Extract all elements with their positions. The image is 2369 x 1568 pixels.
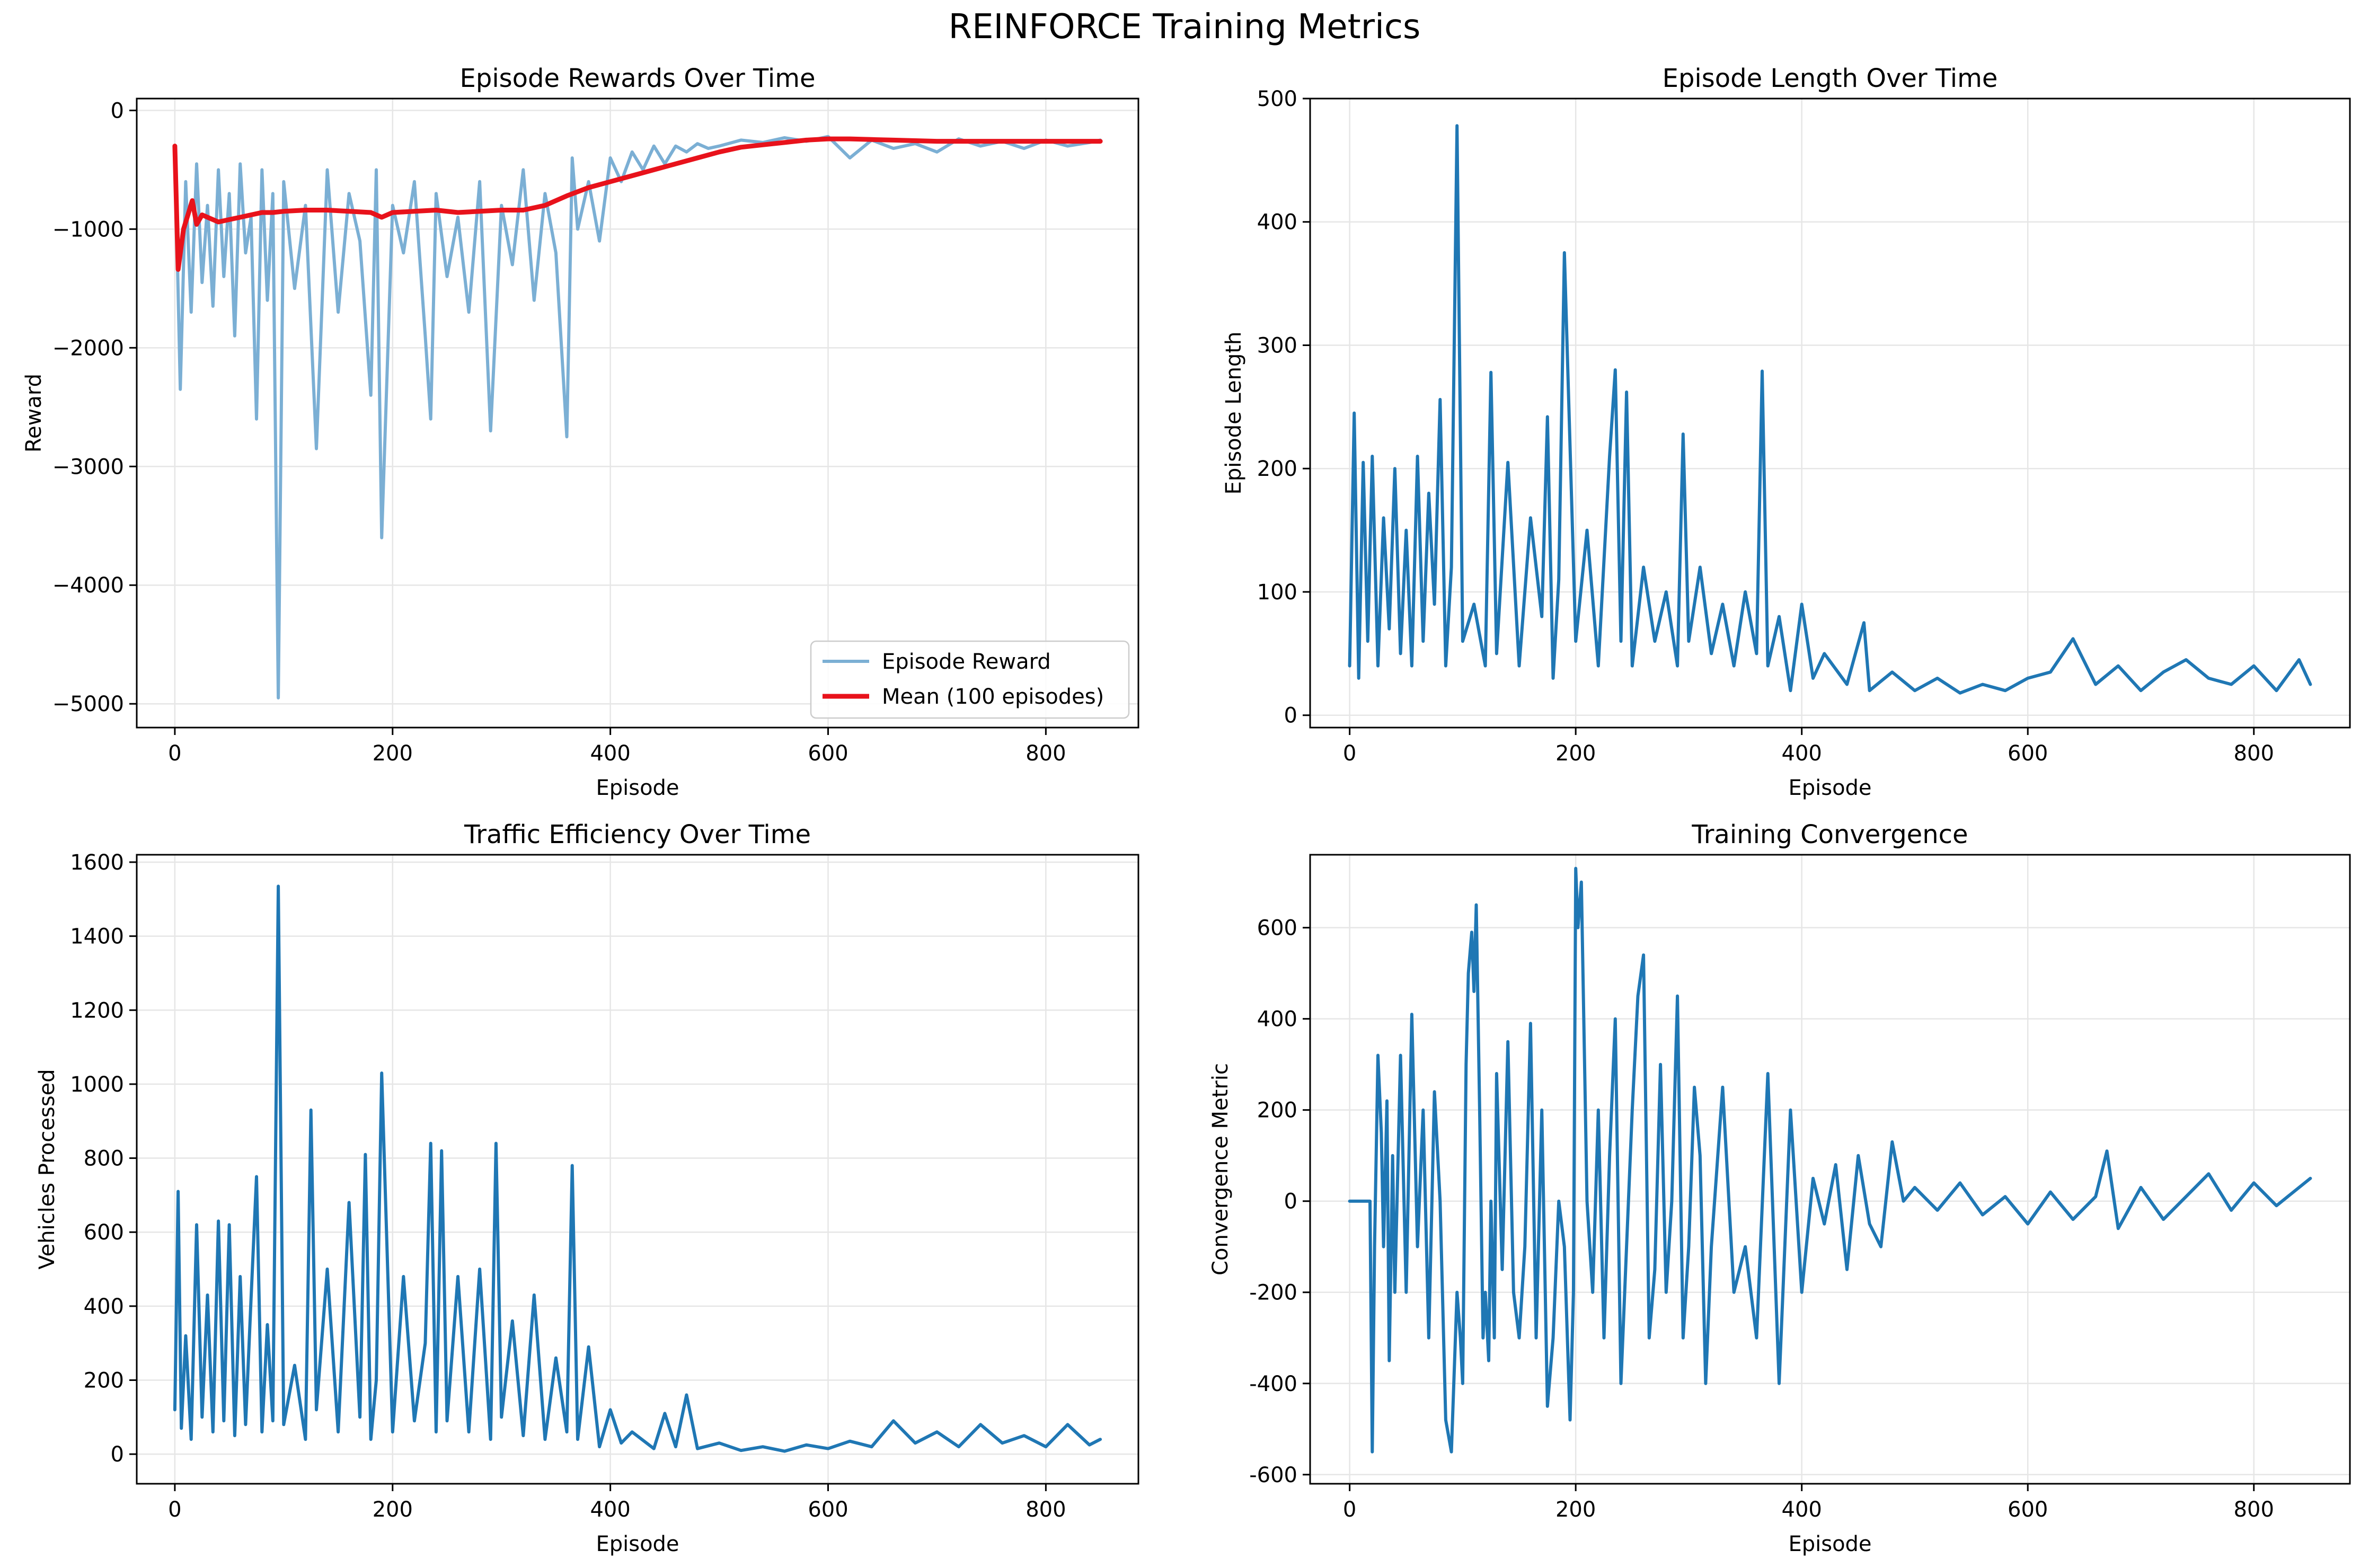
y-tick-label: 400 bbox=[1257, 210, 1297, 235]
y-tick-label: 400 bbox=[1257, 1007, 1297, 1032]
chart-panel-4: 0 200 400 600 800 -600 -400 -200 0 200 400 600 Train… bbox=[1208, 820, 2351, 1556]
y-tick-label: -600 bbox=[1249, 1463, 1297, 1487]
x-tick-label: 800 bbox=[2234, 1498, 2274, 1522]
chart-title: Episode Rewards Over Time bbox=[460, 64, 816, 93]
chart-title: Episode Length Over Time bbox=[1663, 64, 1998, 93]
x-axis-label: Episode bbox=[1788, 1532, 1871, 1556]
series-line-1 bbox=[1348, 866, 2312, 1454]
series-group bbox=[173, 884, 1102, 1453]
x-axis-label: Episode bbox=[596, 1532, 679, 1556]
x-tick-label: 600 bbox=[808, 741, 848, 766]
y-tick-label: 400 bbox=[84, 1295, 124, 1319]
legend-label-2: Mean (100 episodes) bbox=[882, 685, 1104, 709]
x-tick-label: 600 bbox=[808, 1498, 848, 1522]
x-tick-label: 0 bbox=[168, 741, 181, 766]
x-tick-label: 800 bbox=[2234, 741, 2274, 766]
chart-panel-2: 0 200 400 600 800 0 100 200 300 400 500 Episode Len… bbox=[1222, 64, 2351, 800]
x-tick-label: 200 bbox=[1555, 741, 1596, 766]
x-tick-label: 200 bbox=[1555, 1498, 1596, 1522]
figure-title: REINFORCE Training Metrics bbox=[948, 7, 1421, 47]
x-axis-label: Episode bbox=[1788, 776, 1871, 800]
series-group bbox=[1348, 866, 2312, 1454]
y-tick-label: 600 bbox=[1257, 916, 1297, 941]
x-tick-label: 0 bbox=[1343, 1498, 1356, 1522]
y-tick-label: 200 bbox=[1257, 457, 1297, 481]
y-tick-label: 0 bbox=[111, 99, 124, 123]
series-line-1 bbox=[1348, 124, 2312, 695]
x-tick-label: 200 bbox=[373, 741, 413, 766]
x-tick-label: 400 bbox=[1782, 741, 1822, 766]
legend: Episode Reward Mean (100 episodes) bbox=[810, 640, 1130, 719]
axes-frame bbox=[1309, 98, 2351, 729]
axes-frame bbox=[136, 854, 1139, 1485]
x-tick-label: 400 bbox=[590, 1498, 630, 1522]
y-tick-label: -400 bbox=[1249, 1372, 1297, 1396]
y-tick-label: 800 bbox=[84, 1147, 124, 1171]
axes-frame bbox=[1309, 854, 2351, 1485]
axes-frame bbox=[136, 98, 1139, 729]
y-tick-label: 500 bbox=[1257, 87, 1297, 111]
x-tick-label: 400 bbox=[590, 741, 630, 766]
y-tick-label: 600 bbox=[84, 1220, 124, 1245]
y-tick-label: −4000 bbox=[52, 573, 124, 598]
y-tick-label: -200 bbox=[1249, 1281, 1297, 1305]
chart-title: Training Convergence bbox=[1691, 820, 1968, 849]
x-tick-label: 600 bbox=[2008, 1498, 2048, 1522]
x-tick-label: 800 bbox=[1026, 1498, 1066, 1522]
y-tick-label: 100 bbox=[1257, 580, 1297, 605]
y-axis-label: Reward bbox=[22, 374, 46, 453]
y-tick-label: −1000 bbox=[52, 217, 124, 242]
series-line-1 bbox=[173, 135, 1102, 699]
y-tick-label: 300 bbox=[1257, 333, 1297, 358]
chart-panel-1: 0 200 400 600 800 −5000 −4000 −3000 −2000 −1000 0 E… bbox=[22, 64, 1139, 800]
x-axis-label: Episode bbox=[596, 776, 679, 800]
series-line-1 bbox=[173, 884, 1102, 1453]
series-group bbox=[172, 135, 1103, 699]
chart-title: Traffic Efficiency Over Time bbox=[464, 820, 811, 849]
y-tick-label: 1000 bbox=[70, 1073, 124, 1097]
legend-box bbox=[810, 640, 1130, 719]
x-tick-label: 200 bbox=[373, 1498, 413, 1522]
y-tick-label: −5000 bbox=[52, 692, 124, 716]
y-tick-label: −2000 bbox=[52, 336, 124, 360]
series-group bbox=[1348, 124, 2312, 695]
y-tick-label: 1200 bbox=[70, 998, 124, 1023]
y-tick-label: 0 bbox=[1284, 704, 1297, 728]
chart-panel-3: 0 200 400 600 800 0 200 400 600 800 1000 1200 1400 16… bbox=[35, 820, 1139, 1556]
y-tick-label: 0 bbox=[1284, 1190, 1297, 1214]
y-axis-label: Vehicles Processed bbox=[35, 1069, 59, 1269]
y-tick-label: −3000 bbox=[52, 455, 124, 479]
legend-label-1: Episode Reward bbox=[882, 650, 1051, 674]
x-tick-label: 800 bbox=[1026, 741, 1066, 766]
y-axis-label: Episode Length bbox=[1222, 332, 1246, 495]
y-tick-label: 0 bbox=[111, 1442, 124, 1467]
x-tick-label: 0 bbox=[1343, 741, 1356, 766]
y-tick-label: 200 bbox=[1257, 1099, 1297, 1123]
x-tick-label: 0 bbox=[168, 1498, 181, 1522]
x-tick-label: 600 bbox=[2008, 741, 2048, 766]
y-tick-label: 200 bbox=[84, 1368, 124, 1393]
series-line-2 bbox=[172, 136, 1103, 272]
y-tick-label: 1400 bbox=[70, 925, 124, 949]
y-tick-label: 1600 bbox=[70, 851, 124, 875]
y-axis-label: Convergence Metric bbox=[1208, 1063, 1233, 1275]
x-tick-label: 400 bbox=[1782, 1498, 1822, 1522]
